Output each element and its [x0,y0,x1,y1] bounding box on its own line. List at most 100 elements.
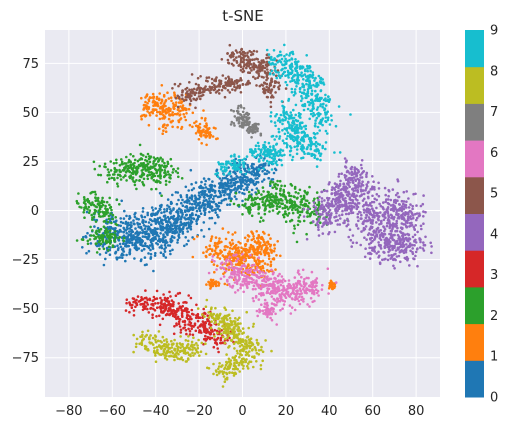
scatter-point [172,167,175,171]
scatter-point [207,319,210,322]
scatter-point [242,58,246,61]
scatter-point [393,199,397,203]
scatter-point [125,231,128,235]
scatter-point [135,179,138,182]
scatter-point [148,244,152,247]
scatter-point [249,66,252,70]
scatter-point [155,315,158,318]
scatter-point [145,107,148,111]
scatter-point [160,194,163,197]
scatter-point [409,249,412,253]
scatter-point [261,279,264,283]
scatter-point [261,198,265,201]
scatter-point [327,292,330,295]
scatter-point [189,206,192,209]
scatter-point [259,274,263,278]
scatter-point [141,244,144,248]
scatter-point [190,182,193,186]
scatter-point [184,223,188,227]
scatter-point [351,234,355,237]
scatter-point [365,186,368,190]
scatter-point [356,227,360,230]
scatter-point [165,297,169,301]
scatter-point [106,168,110,171]
scatter-point [252,182,256,186]
scatter-point [124,259,127,263]
scatter-point [158,306,161,309]
scatter-point [408,221,412,225]
scatter-point [177,95,181,99]
scatter-point [219,341,222,345]
scatter-point [258,275,261,279]
scatter-point [262,219,265,222]
scatter-point [293,224,296,228]
scatter-point [125,253,128,257]
scatter-point [204,339,208,342]
scatter-point [146,213,149,217]
plot-area [45,30,440,397]
scatter-point [250,69,253,72]
scatter-point [238,50,242,54]
scatter-point [228,194,231,198]
scatter-point [230,266,234,269]
scatter-point [377,255,380,259]
scatter-point [183,200,186,204]
scatter-point [107,214,111,218]
scatter-point [104,251,108,254]
scatter-point [261,292,265,295]
scatter-point [242,248,246,252]
scatter-point [205,126,208,129]
scatter-point [248,273,251,277]
scatter-point [354,186,357,190]
scatter-point [130,235,133,238]
scatter-point [249,171,252,174]
scatter-point [256,237,260,240]
scatter-point [131,243,134,247]
scatter-point [351,201,355,205]
scatter-point [261,186,265,189]
scatter-point [361,180,364,183]
scatter-point [176,125,179,129]
scatter-point [229,175,233,178]
scatter-point [143,235,147,238]
scatter-point [177,320,181,324]
scatter-point [236,257,240,261]
scatter-point [138,164,142,168]
scatter-point [291,289,295,293]
scatter-point [141,163,145,167]
scatter-point [292,195,296,198]
scatter-point [417,214,421,218]
scatter-point [230,263,233,266]
scatter-point [215,168,219,172]
scatter-point [119,170,122,174]
scatter-point [299,200,303,204]
scatter-point [415,248,419,251]
scatter-point [197,92,201,95]
scatter-point [262,240,266,244]
scatter-point [383,251,386,254]
scatter-point [271,209,275,212]
scatter-point [261,180,264,183]
scatter-point [339,179,342,183]
scatter-point [268,210,271,213]
scatter-point [275,187,278,190]
scatter-point [244,198,247,201]
scatter-point [149,241,153,244]
scatter-point [392,217,395,221]
scatter-point [284,210,287,213]
scatter-point [203,311,206,315]
scatter-point [391,188,395,191]
scatter-point [254,174,258,177]
scatter-point [265,194,268,198]
scatter-point [272,258,276,261]
scatter-point [405,200,408,203]
scatter-point [354,178,357,182]
scatter-point [187,199,191,203]
scatter-point [372,200,376,204]
scatter-point [195,303,198,307]
scatter-point [141,220,145,224]
scatter-point [302,197,306,200]
scatter-point [270,80,274,83]
scatter-point [105,200,109,204]
scatter-point [140,117,143,121]
